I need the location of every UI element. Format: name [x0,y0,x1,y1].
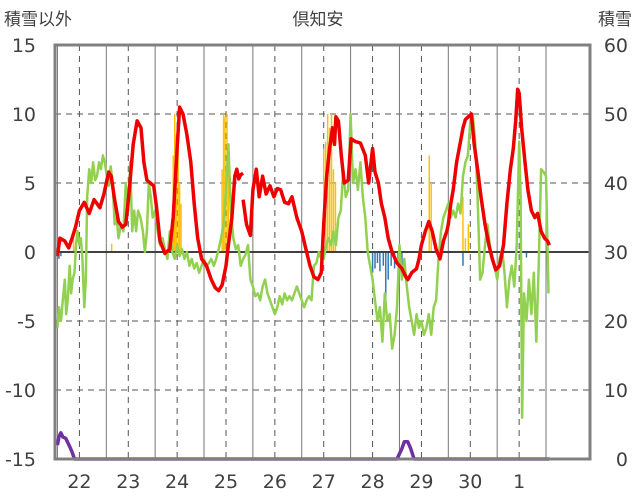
right-tick-label: 20 [604,311,628,333]
left-tick-label: 10 [12,104,36,126]
plot-frame [53,43,592,461]
snowfall-bar [222,114,225,252]
right-tick-label: 50 [604,104,628,126]
right-tick-label: 40 [604,173,628,195]
left-tick-label: 0 [24,242,36,264]
snowfall-bar [221,169,223,252]
negative-bar [60,252,62,257]
negative-bar [379,252,381,272]
snowfall-bar [227,162,230,252]
x-tick-label: 1 [513,471,525,493]
right-tick-label: 10 [604,380,628,402]
right-tick-label: 60 [604,35,628,57]
left-tick-label: -5 [17,311,36,333]
left-tick-label: 5 [24,173,36,195]
negative-bar [390,252,392,266]
x-tick-label: 22 [67,471,91,493]
snowfall-bar [430,183,432,252]
snow-depth-line [55,431,550,461]
left-tick-label: -15 [5,449,36,471]
snowfall-bar [177,127,179,252]
negative-bar [387,252,389,280]
x-tick-label: 26 [263,471,287,493]
right-tick-label: 0 [616,449,628,471]
left-tick-label: 15 [12,35,36,57]
snowfall-bar [328,127,331,252]
snowfall-bar [330,114,333,252]
chart-title: 倶知安 [293,10,344,30]
left-tick-label: -10 [5,380,36,402]
x-tick-label: 24 [165,471,189,493]
right-tick-label: 30 [604,242,628,264]
temperature-line [55,87,551,293]
negative-bar [382,252,385,266]
negative-bar [371,252,374,273]
snowfall-bar [110,243,113,252]
line-series [55,87,590,461]
snowfall-bar [178,183,181,252]
left-axis-title: 積雪以外 [4,10,72,30]
x-tick-label: 23 [116,471,140,493]
x-tick-label: 27 [312,471,336,493]
negative-bar [376,252,379,264]
snowfall-bar [180,203,182,252]
snowfall-bar [332,169,335,252]
snowfall-bar [224,116,226,252]
snowfall-bar [428,155,430,252]
snowfall-bar [464,238,467,252]
x-tick-label: 25 [214,471,238,493]
negative-bar [385,252,387,301]
negative-bar [525,252,528,258]
negative-bar [374,252,376,269]
x-tick-label: 30 [458,471,482,493]
right-axis-title: 積雪 [598,10,632,30]
x-tick-label: 29 [409,471,433,493]
x-tick-label: 28 [360,471,384,493]
snowfall-bar [334,183,337,252]
negative-bar [462,252,464,266]
snowfall-bar [462,196,464,252]
snowfall-bar [72,238,75,252]
snowfall-bar [467,224,470,252]
negative-bar [401,252,403,266]
